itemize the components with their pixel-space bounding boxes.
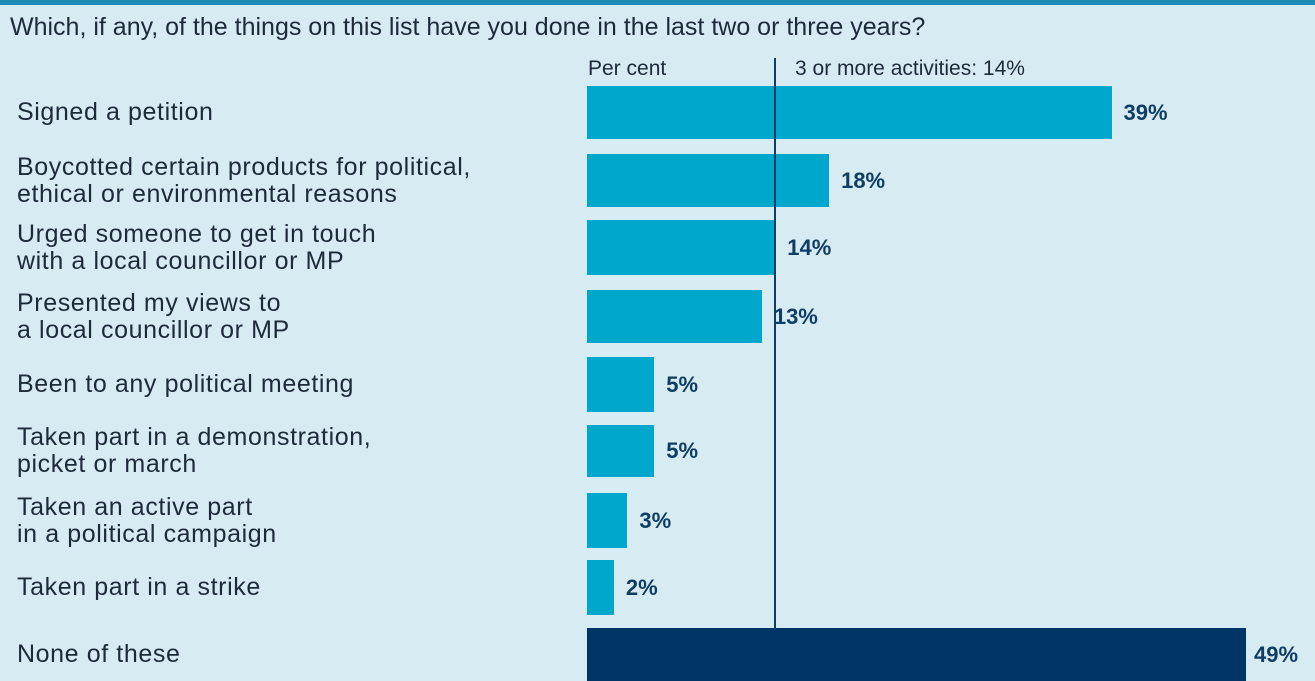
reference-line xyxy=(774,58,777,629)
bar xyxy=(587,86,1112,139)
category-label-line: Taken an active part xyxy=(17,492,253,521)
category-label-line: with a local councillor or MP xyxy=(17,246,345,275)
value-label: 13% xyxy=(773,303,818,329)
category-label-line: Urged someone to get in touch xyxy=(17,219,377,248)
bar xyxy=(587,628,1246,681)
category-label: Taken an active part in a political campa… xyxy=(17,492,277,548)
category-label-line: Taken part in a strike xyxy=(17,573,261,601)
value-label: 3% xyxy=(639,507,672,533)
category-label-line: in a political campaign xyxy=(17,519,277,548)
category-label: Urged someone to get in touch with a loca… xyxy=(17,219,377,275)
category-label-line: None of these xyxy=(17,640,181,668)
bar xyxy=(587,220,776,275)
value-label: 14% xyxy=(787,234,832,260)
category-label: Taken part in a strike xyxy=(17,574,261,601)
category-label: Boycotted certain products for political… xyxy=(17,152,471,208)
category-label: Been to any political meeting xyxy=(17,371,354,398)
category-label-line: Boycotted certain products for political… xyxy=(17,152,471,181)
category-label-line: Signed a petition xyxy=(17,98,214,126)
category-label: Taken part in a demonstration, picket or … xyxy=(17,424,371,478)
value-label: 5% xyxy=(666,371,699,397)
value-label: 49% xyxy=(1254,641,1299,667)
category-label-line: Been to any political meeting xyxy=(17,370,355,398)
category-label-line: ethical or environmental reasons xyxy=(17,179,398,208)
category-label: Presented my views to a local councillor … xyxy=(17,288,290,344)
bar xyxy=(587,425,655,477)
bar xyxy=(587,357,655,412)
top-rule xyxy=(0,0,1315,5)
reference-line-label: 3 or more activities: 14% xyxy=(795,57,1025,80)
category-label: Signed a petition xyxy=(17,99,213,126)
bar xyxy=(587,290,762,343)
category-label-line: Presented my views to xyxy=(17,288,282,317)
value-label: 5% xyxy=(666,438,699,463)
value-label: 2% xyxy=(625,574,658,600)
category-label-line: Taken part in a demonstration, xyxy=(17,423,372,451)
bar xyxy=(587,493,628,548)
value-label: 18% xyxy=(841,167,886,193)
category-label-line: picket or march xyxy=(17,450,197,478)
category-label-line: a local councillor or MP xyxy=(17,315,290,344)
unit-label: Per cent xyxy=(588,57,667,80)
bar xyxy=(587,154,830,207)
bar xyxy=(587,560,614,615)
chart-title: Which, if any, of the things on this lis… xyxy=(10,13,926,41)
value-label: 39% xyxy=(1123,99,1168,125)
category-label: None of these xyxy=(17,641,180,668)
